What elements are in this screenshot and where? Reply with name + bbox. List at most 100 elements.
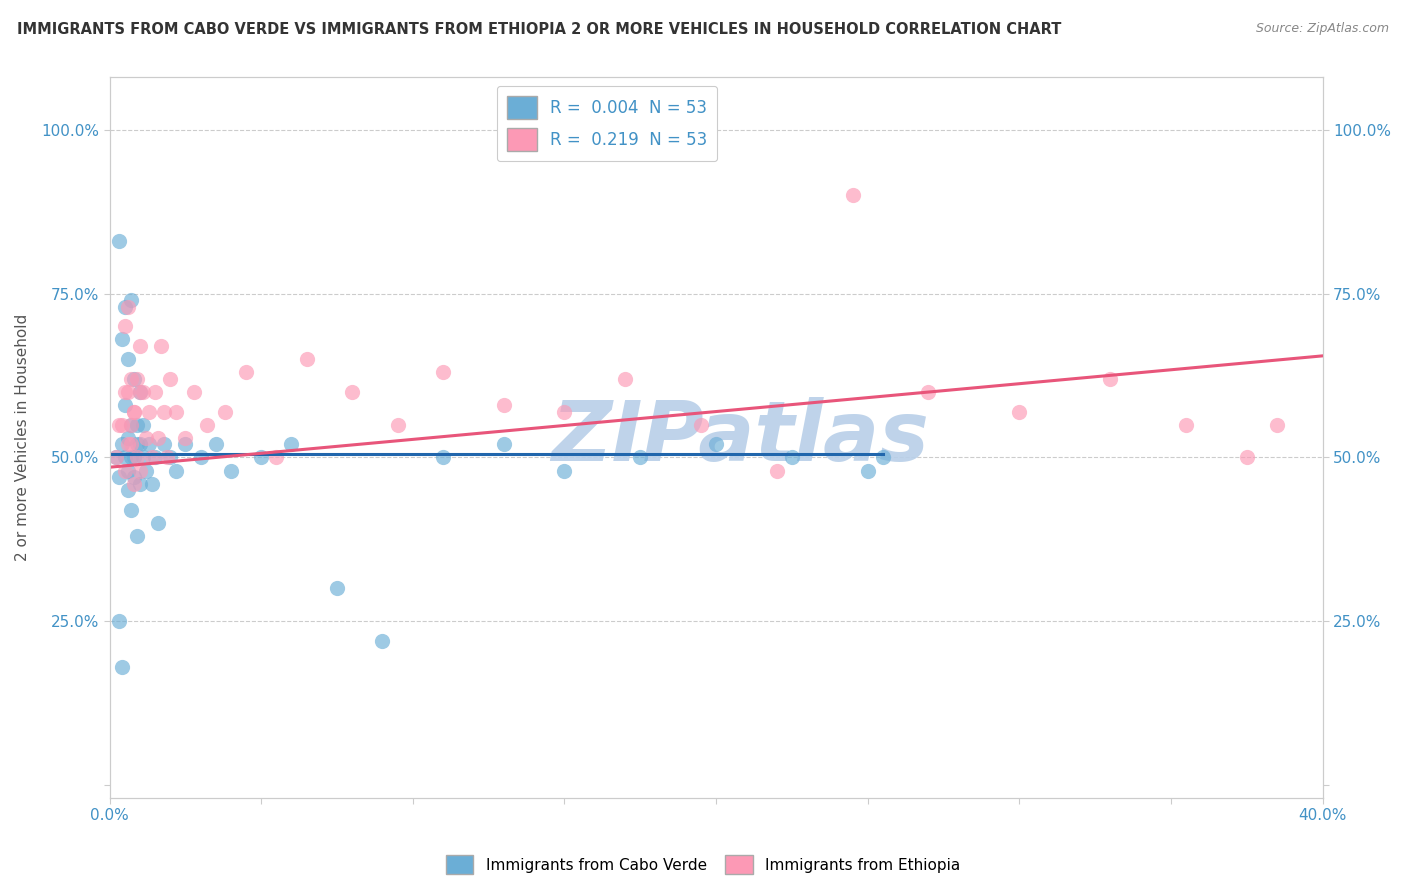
Point xyxy=(120,417,142,432)
Point xyxy=(153,437,176,451)
Point xyxy=(135,431,157,445)
Point xyxy=(138,404,160,418)
Point xyxy=(250,450,273,465)
Point xyxy=(432,450,454,465)
Point xyxy=(111,660,134,674)
Point xyxy=(104,450,127,465)
Point xyxy=(125,529,148,543)
Point xyxy=(128,476,150,491)
Point xyxy=(387,417,409,432)
Point xyxy=(917,384,939,399)
Point xyxy=(117,384,139,399)
Point xyxy=(104,450,127,465)
Point xyxy=(122,476,145,491)
Point xyxy=(125,372,148,386)
Point xyxy=(1008,404,1031,418)
Legend: Immigrants from Cabo Verde, Immigrants from Ethiopia: Immigrants from Cabo Verde, Immigrants f… xyxy=(440,849,966,880)
Point xyxy=(128,384,150,399)
Point xyxy=(1099,372,1122,386)
Point xyxy=(165,404,187,418)
Point xyxy=(122,404,145,418)
Point xyxy=(295,352,318,367)
Point xyxy=(114,300,136,314)
Point xyxy=(492,437,515,451)
Point xyxy=(280,437,302,451)
Point xyxy=(1265,417,1288,432)
Point xyxy=(143,384,166,399)
Point xyxy=(117,300,139,314)
Point xyxy=(841,188,863,202)
Point xyxy=(690,417,713,432)
Point xyxy=(117,483,139,498)
Point xyxy=(122,470,145,484)
Point xyxy=(614,372,637,386)
Point xyxy=(107,614,129,628)
Point xyxy=(856,463,879,477)
Point xyxy=(132,384,155,399)
Point xyxy=(432,365,454,379)
Point xyxy=(122,372,145,386)
Point xyxy=(340,384,363,399)
Point xyxy=(219,463,242,477)
Point xyxy=(120,417,142,432)
Point xyxy=(135,463,157,477)
Point xyxy=(128,339,150,353)
Point xyxy=(553,463,575,477)
Point xyxy=(371,633,394,648)
Point xyxy=(165,463,187,477)
Point xyxy=(195,417,218,432)
Point xyxy=(765,463,787,477)
Point xyxy=(204,437,226,451)
Point xyxy=(132,417,155,432)
Point xyxy=(128,463,150,477)
Point xyxy=(146,431,169,445)
Point xyxy=(704,437,727,451)
Point xyxy=(111,437,134,451)
Point xyxy=(114,463,136,477)
Point xyxy=(125,437,148,451)
Point xyxy=(114,319,136,334)
Point xyxy=(266,450,288,465)
Point xyxy=(120,293,142,308)
Point xyxy=(120,503,142,517)
Text: Source: ZipAtlas.com: Source: ZipAtlas.com xyxy=(1256,22,1389,36)
Point xyxy=(235,365,257,379)
Point xyxy=(117,431,139,445)
Point xyxy=(153,404,176,418)
Legend: R =  0.004  N = 53, R =  0.219  N = 53: R = 0.004 N = 53, R = 0.219 N = 53 xyxy=(496,86,717,161)
Point xyxy=(1236,450,1258,465)
Point xyxy=(183,384,205,399)
Point xyxy=(122,450,145,465)
Point xyxy=(492,398,515,412)
Point xyxy=(120,372,142,386)
Point xyxy=(143,450,166,465)
Point xyxy=(780,450,803,465)
Point xyxy=(141,450,163,465)
Point xyxy=(128,437,150,451)
Point xyxy=(120,437,142,451)
Point xyxy=(628,450,651,465)
Point xyxy=(174,437,197,451)
Text: IMMIGRANTS FROM CABO VERDE VS IMMIGRANTS FROM ETHIOPIA 2 OR MORE VEHICLES IN HOU: IMMIGRANTS FROM CABO VERDE VS IMMIGRANTS… xyxy=(17,22,1062,37)
Point xyxy=(138,437,160,451)
Point xyxy=(872,450,894,465)
Point xyxy=(111,417,134,432)
Point xyxy=(114,398,136,412)
Point xyxy=(159,450,181,465)
Point xyxy=(132,450,155,465)
Point xyxy=(107,417,129,432)
Point xyxy=(122,404,145,418)
Point xyxy=(125,417,148,432)
Point xyxy=(141,476,163,491)
Point xyxy=(117,463,139,477)
Y-axis label: 2 or more Vehicles in Household: 2 or more Vehicles in Household xyxy=(15,314,30,561)
Point xyxy=(146,516,169,530)
Point xyxy=(214,404,236,418)
Point xyxy=(326,582,349,596)
Point xyxy=(120,450,142,465)
Point xyxy=(150,339,173,353)
Point xyxy=(159,372,181,386)
Point xyxy=(107,470,129,484)
Text: ZIPatlas: ZIPatlas xyxy=(551,397,929,478)
Point xyxy=(114,450,136,465)
